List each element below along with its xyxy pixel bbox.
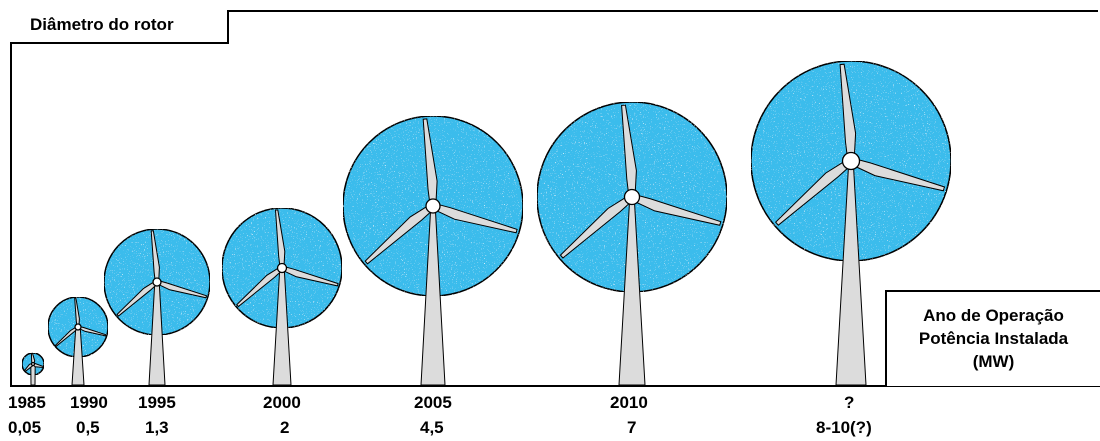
- turbine-power-label: 0,05: [8, 418, 42, 437]
- rotor-diameter-title: Diâmetro do rotor: [10, 10, 229, 44]
- turbine-year-label: ?: [844, 393, 855, 412]
- hub: [841, 151, 861, 171]
- legend-line-unit: (MW): [972, 352, 1015, 371]
- turbine-power-label: 1,3: [145, 418, 169, 437]
- hub: [623, 188, 641, 206]
- turbine-power-label: 4,5: [420, 418, 444, 437]
- turbine-power-label: 2: [280, 418, 290, 437]
- turbine: [103, 228, 211, 386]
- turbine-year-label: 2010: [610, 393, 648, 412]
- turbine-power-label: 8-10(?): [816, 418, 872, 437]
- legend-box: Ano de Operação Potência Instalada (MW): [885, 290, 1100, 386]
- turbine-year-label: 2005: [414, 393, 452, 412]
- turbine: [536, 101, 728, 386]
- hub: [74, 323, 82, 331]
- turbine-year-label: 1995: [138, 393, 176, 412]
- ground-line: [10, 385, 1100, 387]
- turbine-year-label: 1990: [70, 393, 108, 412]
- hub: [152, 277, 162, 287]
- turbine-year-label: 1985: [8, 393, 46, 412]
- legend-line-year: Ano de Operação: [923, 306, 1064, 325]
- hub: [30, 361, 36, 367]
- turbine-year-label: 2000: [263, 393, 301, 412]
- turbine: [221, 207, 343, 386]
- hub: [425, 198, 441, 214]
- turbine: [342, 115, 524, 386]
- turbine: [21, 352, 45, 386]
- turbine: [750, 60, 952, 386]
- hub: [276, 262, 288, 274]
- turbine: [47, 296, 109, 386]
- legend-line-power: Potência Instalada: [918, 329, 1069, 348]
- turbine-power-label: 7: [627, 418, 637, 437]
- turbine-power-label: 0,5: [76, 418, 100, 437]
- diagram-frame: [10, 10, 1098, 386]
